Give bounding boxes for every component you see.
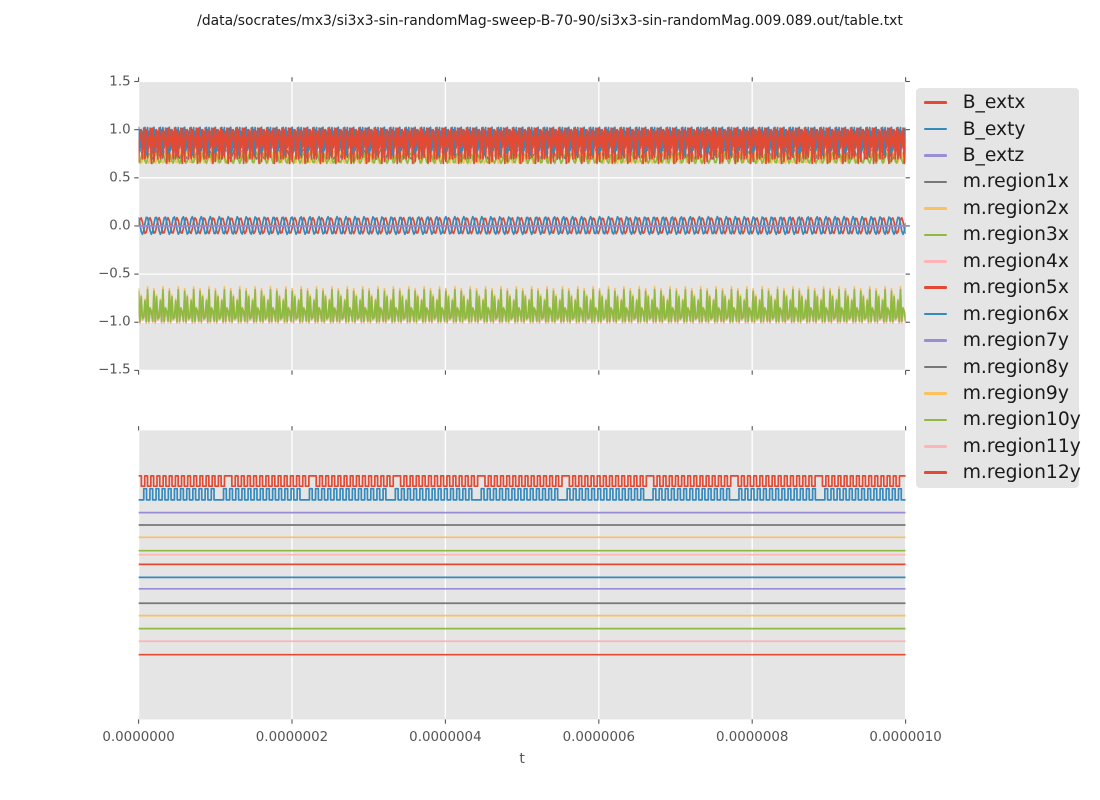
legend-label: m.region2x: [962, 197, 1069, 219]
legend-item-m.region2x: m.region2x: [916, 195, 1079, 221]
legend-label: m.region4x: [962, 250, 1069, 272]
legend-item-m.region7y: m.region7y: [916, 328, 1079, 354]
legend-line-sample: [923, 365, 948, 369]
series-top-B_exty: [138, 215, 906, 236]
legend-item-m.region8y: m.region8y: [916, 354, 1079, 380]
legend-line-sample: [923, 286, 948, 289]
legend-label: m.region10y: [962, 409, 1081, 431]
legend-item-m.region1x: m.region1x: [916, 169, 1079, 195]
legend-label: B_extz: [962, 144, 1025, 166]
legend-label: B_exty: [962, 118, 1026, 140]
legend-line-sample: [923, 207, 948, 210]
series-top-m.region12y: [138, 127, 906, 165]
plot-title: /data/socrates/mx3/si3x3-sin-randomMag-s…: [197, 13, 903, 29]
legend-line-sample: [923, 392, 948, 395]
legend-item-B_extx: B_extx: [916, 90, 1079, 116]
legend-label: m.region6x: [962, 303, 1069, 325]
y-tick-label: 1.0: [109, 122, 131, 138]
y-tick-label: 1.5: [109, 74, 131, 89]
legend-item-m.region5x: m.region5x: [916, 275, 1079, 301]
y-tick-label: 0.5: [109, 170, 131, 186]
legend-line-sample: [923, 418, 948, 422]
legend-line-sample: [923, 233, 948, 237]
x-tick-label: 0.0000010: [869, 729, 942, 745]
series-bottom-B_extx: [138, 475, 906, 488]
legend-item-m.region10y: m.region10y: [916, 407, 1081, 433]
series-bottom-B_exty: [138, 487, 906, 501]
y-tick-label: −1.0: [98, 314, 131, 330]
legend-label: m.region7y: [962, 330, 1069, 352]
legend-item-m.region4x: m.region4x: [916, 248, 1079, 274]
legend-item-m.region12y: m.region12y: [916, 460, 1081, 486]
y-tick-label: 0.0: [109, 218, 131, 234]
y-tick-label: −1.5: [98, 362, 131, 378]
legend-item-B_extz: B_extz: [916, 142, 1079, 168]
x-axis-label: t: [519, 751, 525, 767]
legend-label: m.region9y: [962, 382, 1069, 404]
legend-item-m.region11y: m.region11y: [916, 433, 1081, 459]
legend-label: m.region5x: [962, 277, 1069, 299]
legend-label: m.region1x: [962, 171, 1069, 193]
legend-line-sample: [923, 312, 948, 316]
series-top-m.region10y: [138, 288, 906, 323]
legend-line-sample: [923, 127, 948, 131]
legend-line-sample: [923, 101, 948, 104]
legend-item-m.region3x: m.region3x: [916, 222, 1079, 248]
legend-item-B_exty: B_exty: [916, 116, 1079, 142]
legend-label: B_extx: [962, 92, 1026, 114]
x-tick-label: 0.0000008: [715, 729, 789, 745]
legend-label: m.region11y: [962, 435, 1081, 457]
legend-line-sample: [923, 471, 948, 475]
legend-item-m.region9y: m.region9y: [916, 380, 1079, 406]
legend-line-sample: [923, 445, 948, 448]
legend-line-sample: [923, 259, 948, 263]
y-tick-label: −0.5: [98, 266, 131, 282]
legend-label: m.region8y: [962, 356, 1069, 378]
legend-item-m.region6x: m.region6x: [916, 301, 1079, 327]
x-tick-label: 0.0000004: [409, 729, 482, 745]
legend-label: m.region3x: [962, 224, 1069, 246]
legend-line-sample: [923, 339, 948, 342]
x-tick-label: 0.0000006: [562, 729, 636, 745]
legend-line-sample: [923, 180, 948, 184]
legend: B_extx B_exty B_extz m.region1x m.region2x m.…: [915, 88, 1081, 488]
x-tick-label: 0.0000002: [255, 729, 329, 745]
legend-line-sample: [923, 154, 948, 157]
legend-label: m.region12y: [962, 462, 1081, 484]
x-tick-label: 0.0000000: [102, 729, 175, 745]
